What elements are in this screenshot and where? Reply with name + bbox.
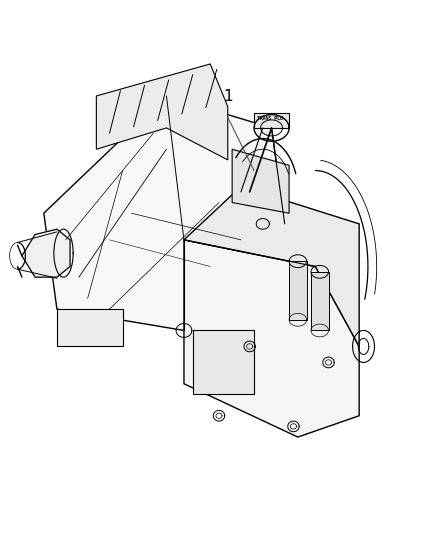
Polygon shape — [22, 229, 70, 277]
Text: TRANS PLU.: TRANS PLU. — [257, 116, 286, 121]
Polygon shape — [57, 309, 123, 346]
Polygon shape — [289, 261, 307, 320]
Polygon shape — [311, 272, 328, 330]
Polygon shape — [193, 330, 254, 394]
Polygon shape — [184, 240, 359, 437]
Polygon shape — [254, 113, 289, 128]
Polygon shape — [96, 64, 228, 160]
Polygon shape — [44, 96, 285, 330]
Polygon shape — [232, 149, 289, 213]
Text: 1: 1 — [223, 89, 233, 104]
Polygon shape — [184, 187, 359, 346]
